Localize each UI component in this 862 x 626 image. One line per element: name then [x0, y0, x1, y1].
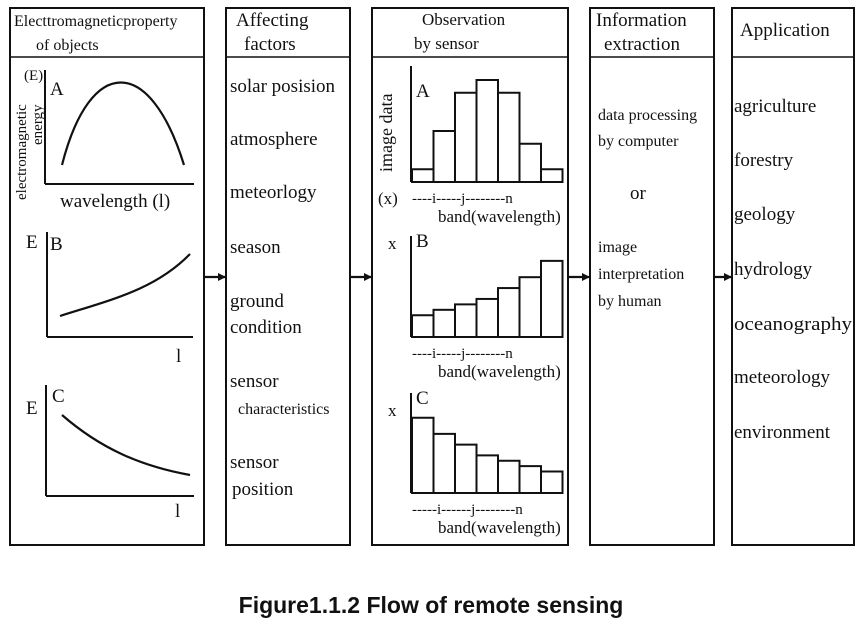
histogram-c-bar — [475, 454, 499, 494]
plot-a-yaxis-title-line1: electromagnetic — [14, 104, 30, 200]
plot-a: electromagnetic energy (E) A wavelength … — [14, 68, 194, 212]
plot-b-letter: B — [50, 234, 63, 255]
plot-b-curve — [59, 253, 191, 318]
panel-objects-header-line1: Electtromagneticproperty — [14, 13, 177, 30]
panel-observation-header-line2: by sensor — [414, 34, 479, 53]
histogram-b-xlabel: band(wavelength) — [438, 362, 561, 381]
application-oceanography: oceanography — [734, 314, 853, 335]
histogram-b-bar — [411, 314, 435, 338]
histogram-b-bar — [497, 287, 521, 338]
histogram-a-bar — [518, 142, 542, 183]
extraction-computer-line2: by computer — [598, 133, 679, 150]
histogram-c-bar — [497, 459, 521, 494]
panel-extraction-header-line2: extraction — [604, 34, 680, 55]
histogram-a-bar — [411, 168, 435, 183]
observation-yaxis-title: image data — [376, 94, 396, 172]
histogram-c-bar — [432, 432, 456, 494]
histogram-a-bar — [454, 91, 478, 183]
histogram-a-bar — [432, 130, 456, 183]
application-agriculture: agriculture — [734, 96, 816, 117]
panel-observation-header-line1: Observation — [422, 10, 506, 29]
plot-b-xlabel: l — [176, 346, 181, 367]
panel-objects-header-line2: of objects — [36, 37, 99, 54]
histogram-b-bar — [454, 303, 478, 338]
histogram-b-bar — [432, 308, 456, 338]
factor-meteorology: meteorlogy — [230, 182, 317, 203]
extraction-computer-line1: data processing — [598, 107, 697, 124]
histogram-a-bar — [540, 168, 564, 183]
histogram-c-ticks: -----i------j--------n — [412, 502, 523, 518]
histogram-a-ylabel: (x) — [378, 189, 398, 208]
histogram-c-bar — [518, 465, 542, 494]
histogram-a-xlabel: band(wavelength) — [438, 207, 561, 226]
plot-c-curve — [61, 414, 191, 477]
panel-factors-header-line1: Affecting — [236, 10, 309, 31]
extraction-human-line3: by human — [598, 293, 662, 310]
panel-application-header: Application — [740, 20, 830, 41]
application-environment: environment — [734, 422, 831, 443]
plot-c-letter: C — [52, 386, 65, 407]
observation-histograms: A(x) ----i-----j--------nband(wavelength)… — [378, 66, 564, 537]
panel-observation: Observation by sensor image data A (x) ---… — [371, 7, 569, 546]
panel-extraction-header-line1: Information — [596, 10, 687, 31]
factor-sensor-position-line2: position — [232, 479, 294, 500]
panel-application: Application agriculture forestry geology… — [731, 7, 855, 546]
factor-solar-position: solar posision — [230, 76, 336, 97]
plot-a-xlabel: wavelength (l) — [60, 191, 170, 212]
histogram-c-xlabel: band(wavelength) — [438, 518, 561, 537]
histogram-c-bar — [411, 416, 435, 494]
plot-b: E B l — [26, 232, 193, 367]
histogram-a-ticks: ----i-----j--------n — [412, 191, 513, 207]
histogram-a-letter: A — [416, 81, 430, 102]
panel-extraction: Information extraction data processing b… — [589, 7, 715, 546]
figure-caption: Figure1.1.2 Flow of remote sensing — [239, 592, 624, 618]
plot-a-curve — [60, 81, 186, 166]
histogram-b-letter: B — [416, 231, 429, 252]
plot-a-ylabel: (E) — [24, 68, 43, 84]
histogram-b-ticks: ----i-----j--------n — [412, 346, 513, 362]
plot-c: E C l — [26, 385, 194, 522]
histogram-a-bar — [475, 79, 499, 183]
factor-atmosphere: atmosphere — [230, 129, 318, 150]
application-geology: geology — [734, 204, 796, 225]
histogram-b-bar — [475, 297, 499, 338]
factor-sensor-position-line1: sensor — [230, 452, 279, 473]
factor-ground-condition-line2: condition — [230, 317, 302, 338]
factor-sensor-characteristics-line2: characteristics — [238, 401, 330, 418]
panel-factors: Affecting factors solar posision atmosph… — [225, 7, 351, 546]
plot-c-xlabel: l — [175, 501, 180, 522]
histogram-b-ylabel: x — [388, 234, 397, 253]
panel-objects: Electtromagneticproperty of objects elec… — [9, 7, 205, 546]
extraction-human-line2: interpretation — [598, 266, 684, 283]
plot-a-letter: A — [50, 79, 64, 100]
histogram-c-bar — [540, 470, 564, 494]
application-forestry: forestry — [734, 150, 794, 171]
plot-c-ylabel: E — [26, 398, 38, 419]
histogram-b-bar — [518, 276, 542, 338]
histogram-c-bar — [454, 443, 478, 494]
extraction-or: or — [630, 183, 647, 204]
histogram-a-bar — [497, 91, 521, 183]
plot-b-ylabel: E — [26, 232, 38, 253]
panel-objects-border — [9, 7, 205, 546]
factor-ground-condition-line1: ground — [230, 291, 284, 312]
application-meteorology: meteorology — [734, 367, 831, 388]
histogram-c-ylabel: x — [388, 401, 397, 420]
histogram-c-letter: C — [416, 388, 429, 409]
extraction-human-line1: image — [598, 239, 637, 256]
plot-a-yaxis-title-line2: energy — [30, 104, 46, 145]
factor-sensor-characteristics-line1: sensor — [230, 371, 279, 392]
factor-season: season — [230, 237, 281, 258]
application-hydrology: hydrology — [734, 259, 813, 280]
panel-factors-header-line2: factors — [244, 34, 296, 55]
panel-application-border — [731, 7, 855, 546]
histogram-b-bar — [540, 259, 564, 338]
